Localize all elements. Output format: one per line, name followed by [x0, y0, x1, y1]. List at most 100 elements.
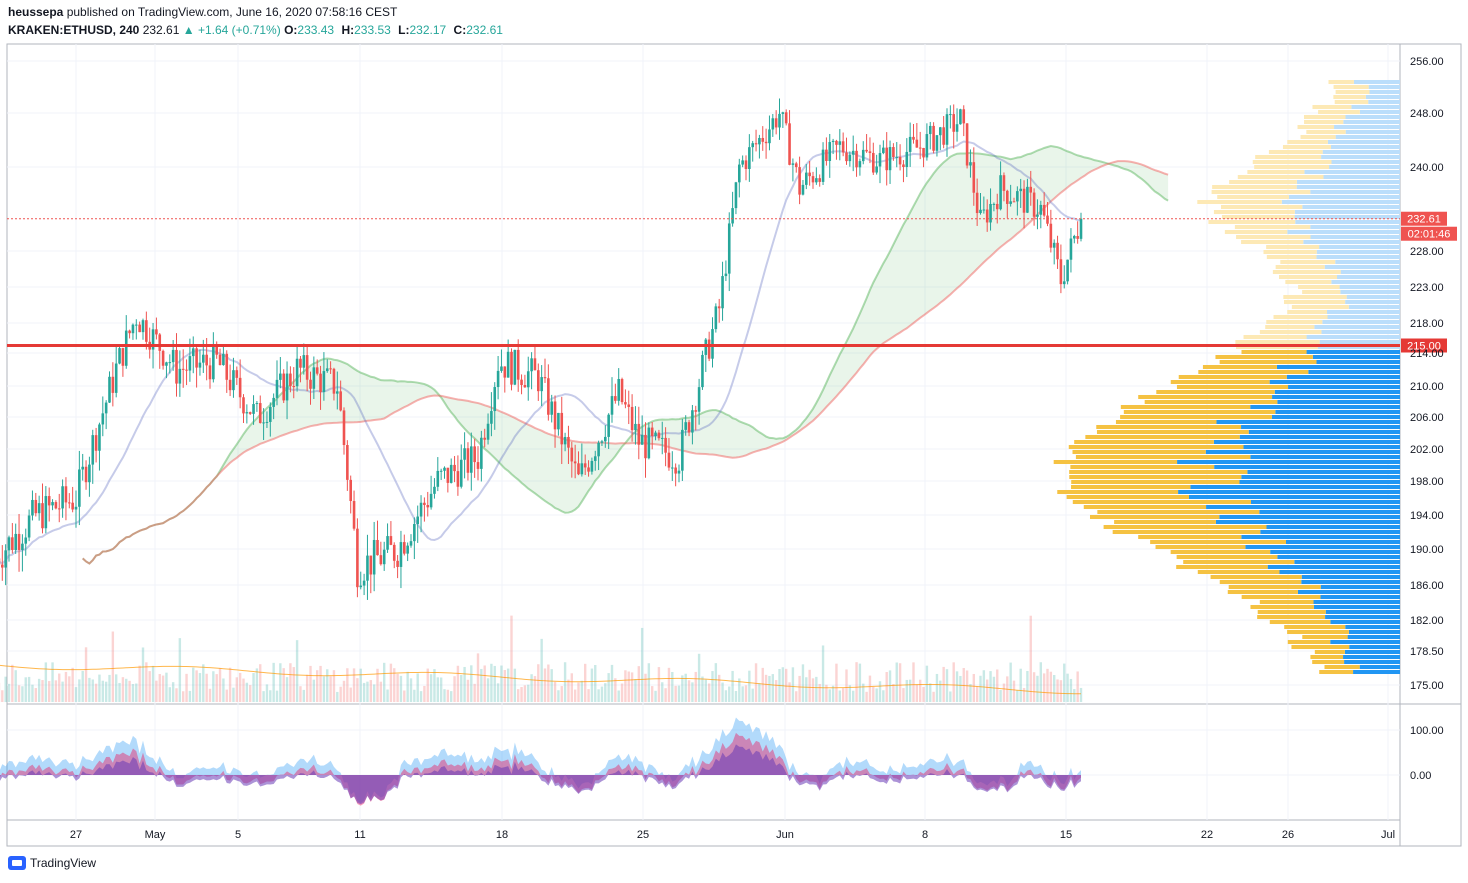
volume-bar — [195, 670, 198, 702]
volume-bar — [342, 680, 346, 702]
volume-bar — [828, 689, 831, 702]
candle-body — [744, 160, 748, 170]
candle-body — [855, 150, 858, 168]
volume-bar — [661, 682, 664, 702]
vp-down-bar — [1150, 540, 1286, 544]
volume-bar — [332, 670, 336, 702]
vp-up-bar — [1214, 465, 1400, 469]
candle-body — [758, 137, 761, 145]
volume-bar — [677, 685, 681, 702]
open-value: 233.43 — [297, 23, 335, 37]
vp-down-bar — [1237, 175, 1324, 179]
volume-bar — [520, 687, 523, 702]
volume-bar — [872, 686, 875, 702]
vp-up-bar — [1330, 640, 1400, 644]
candle-body — [918, 147, 922, 149]
candle-body — [1, 564, 4, 568]
candle-body — [215, 344, 218, 355]
candle-body — [861, 149, 865, 162]
volume-bar — [654, 690, 657, 702]
candle-body — [583, 463, 587, 468]
volume-bar — [138, 665, 141, 702]
candle-body — [500, 366, 503, 371]
candle-body — [781, 112, 785, 114]
volume-bar — [657, 667, 661, 702]
volume-bar — [121, 677, 125, 702]
vp-up-bar — [1368, 85, 1400, 89]
volume-bar — [316, 670, 319, 702]
candle-body — [965, 123, 969, 166]
candle-body — [992, 203, 996, 205]
volume-bar — [962, 668, 965, 702]
candle-body — [493, 387, 497, 412]
volume-bar — [31, 684, 34, 702]
candle-body — [764, 141, 768, 144]
candle-body — [235, 370, 239, 378]
volume-bar — [81, 670, 84, 702]
candle-body — [4, 550, 7, 568]
volume-bar — [272, 662, 275, 702]
volume-bar — [336, 691, 339, 702]
vp-up-bar — [1301, 580, 1400, 584]
vp-down-bar — [1247, 170, 1305, 174]
volume-bar — [175, 688, 178, 702]
volume-bar — [456, 665, 460, 702]
vp-up-bar — [1365, 95, 1400, 99]
close-value: 232.61 — [466, 23, 503, 37]
candle-body — [413, 524, 416, 542]
candle-body — [573, 461, 577, 464]
oscillator-pane — [0, 717, 1081, 806]
candle-body — [61, 486, 64, 509]
vp-up-bar — [1286, 375, 1400, 379]
volume-bar — [684, 673, 687, 702]
osc-tick-label: 100.00 — [1410, 725, 1444, 737]
vp-down-bar — [1211, 190, 1311, 194]
vp-down-bar — [1219, 360, 1317, 364]
volume-bar — [614, 678, 617, 702]
vp-up-bar — [1324, 265, 1400, 269]
volume-bar — [279, 663, 282, 702]
candle-body — [91, 435, 95, 465]
volume-bar — [811, 678, 815, 702]
candle-body — [627, 404, 631, 407]
candle-body — [37, 503, 41, 514]
candle-body — [1039, 204, 1043, 215]
author-name[interactable]: heussepa — [8, 5, 64, 19]
volume-bar — [533, 676, 537, 702]
candle-body — [704, 339, 708, 355]
candle-body — [841, 141, 845, 153]
candle-body — [714, 306, 718, 330]
volume-bar — [821, 645, 825, 702]
close-label: C: — [453, 23, 467, 37]
symbol-label[interactable]: KRAKEN:ETHUSD, 240 — [8, 23, 140, 37]
candle-body — [691, 410, 694, 433]
candle-body — [403, 542, 406, 554]
last-price-label: 232.61 — [1407, 214, 1441, 226]
vp-down-bar — [1120, 405, 1251, 409]
candle-body — [181, 368, 185, 370]
candle-body — [252, 404, 255, 414]
vp-down-bar — [1302, 290, 1341, 294]
footer-brand[interactable]: TradingView — [8, 856, 96, 870]
volume-bar — [1059, 680, 1063, 702]
volume-bar — [208, 688, 212, 702]
volume-bar — [1009, 662, 1012, 702]
vp-up-bar — [1267, 565, 1400, 569]
candle-body — [928, 125, 932, 135]
candle-body — [567, 436, 570, 448]
volume-bar — [249, 685, 252, 702]
candle-body — [439, 470, 443, 472]
candle-body — [878, 153, 882, 167]
candle-body — [178, 368, 182, 384]
candle-body — [660, 437, 664, 439]
vp-up-bar — [1310, 190, 1400, 194]
vp-down-bar — [1266, 320, 1323, 324]
price-tick-label: 190.00 — [1410, 544, 1444, 556]
volume-bar — [299, 686, 302, 702]
volume-bar — [734, 690, 738, 702]
vp-up-bar — [1351, 105, 1400, 109]
candle-body — [369, 555, 373, 575]
volume-bar — [192, 667, 195, 702]
volume-bar — [711, 671, 714, 702]
